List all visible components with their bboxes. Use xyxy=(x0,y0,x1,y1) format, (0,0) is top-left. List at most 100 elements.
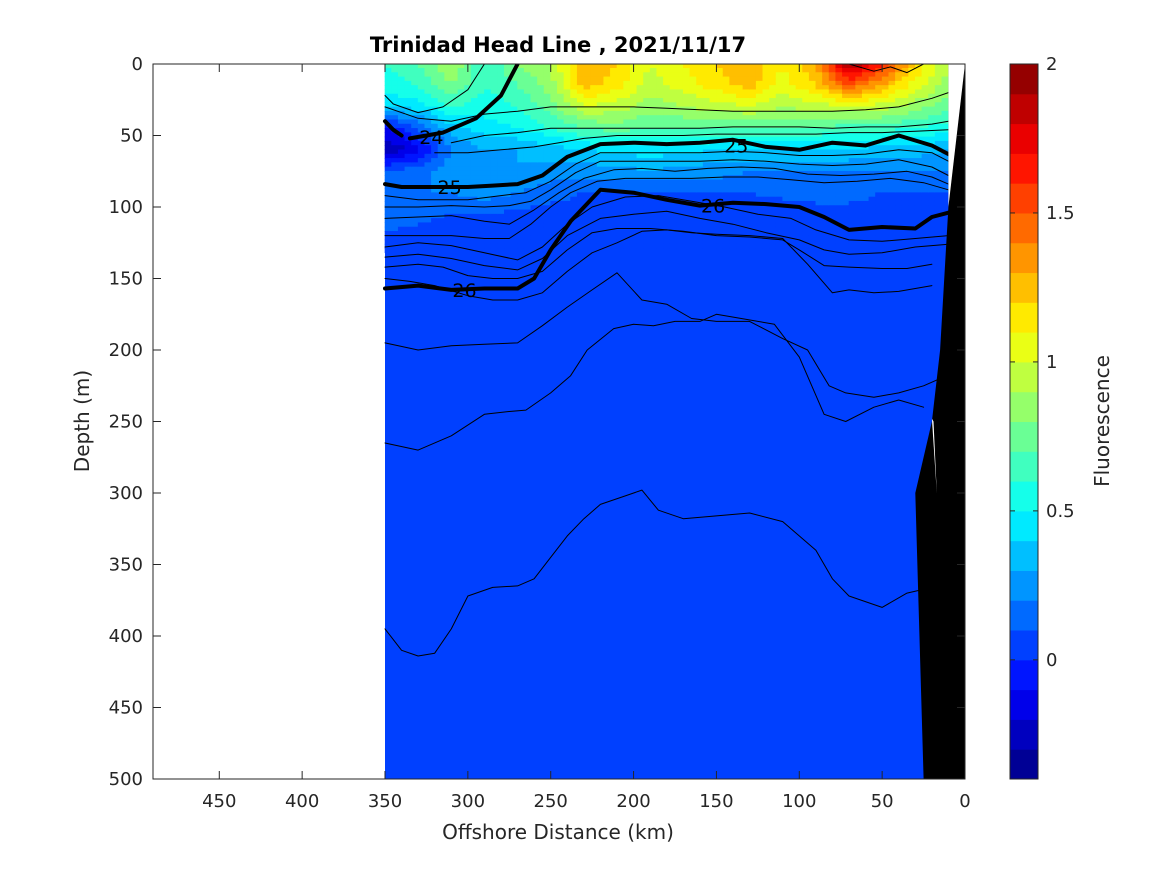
field-cell xyxy=(742,98,750,103)
field-cell xyxy=(517,213,525,219)
field-cell xyxy=(557,140,565,146)
field-cell xyxy=(583,106,591,112)
field-cell xyxy=(424,235,432,241)
field-cell xyxy=(470,170,479,176)
field-cell xyxy=(583,209,591,215)
field-cell xyxy=(663,231,671,236)
field-cell xyxy=(616,76,624,82)
field-cell xyxy=(557,183,565,189)
field-cell xyxy=(431,162,439,168)
field-cell xyxy=(861,76,870,82)
field-cell xyxy=(755,175,764,181)
field-cell xyxy=(510,248,518,254)
field-cell xyxy=(596,192,605,198)
field-cell xyxy=(888,166,896,172)
field-cell xyxy=(742,213,750,219)
field-cell xyxy=(742,106,750,112)
field-cell xyxy=(908,166,916,172)
field-cell xyxy=(941,93,949,99)
field-cell xyxy=(610,196,618,202)
field-cell xyxy=(543,85,552,91)
field-cell xyxy=(530,136,538,142)
field-cell xyxy=(842,166,850,172)
field-cell xyxy=(557,132,565,138)
field-cell xyxy=(775,132,784,138)
field-cell xyxy=(457,136,465,142)
field-cell xyxy=(855,119,863,125)
field-cell xyxy=(497,110,505,116)
field-cell xyxy=(583,149,591,155)
field-cell xyxy=(417,128,426,133)
field-cell xyxy=(411,153,419,159)
field-cell xyxy=(828,188,837,193)
field-cell xyxy=(775,106,784,112)
field-cell xyxy=(729,132,737,138)
field-cell xyxy=(716,196,724,202)
field-cell xyxy=(689,170,697,176)
field-cell xyxy=(842,132,850,138)
field-cell xyxy=(722,93,730,99)
field-cell xyxy=(523,93,532,99)
field-cell xyxy=(815,149,823,155)
field-cell xyxy=(444,64,452,69)
x-axis-ticks: 450 400 350 300 250 200 150 100 50 0 xyxy=(202,64,971,812)
field-cell xyxy=(921,175,929,181)
field-cell xyxy=(543,119,552,125)
colorbar-segment xyxy=(1010,421,1038,452)
field-cell xyxy=(470,72,479,78)
field-cell xyxy=(941,196,949,202)
field-cell xyxy=(643,67,651,73)
field-cell xyxy=(861,213,870,219)
field-cell xyxy=(881,213,890,219)
field-cell xyxy=(576,213,585,219)
field-cell xyxy=(689,188,697,193)
field-cell xyxy=(769,136,777,142)
field-cell xyxy=(696,179,704,185)
field-cell xyxy=(397,67,406,73)
field-cell xyxy=(815,136,823,142)
field-cell xyxy=(484,98,492,103)
field-cell xyxy=(749,102,757,108)
field-cell xyxy=(636,110,644,116)
field-cell xyxy=(835,226,843,232)
field-cell xyxy=(616,64,624,69)
field-cell xyxy=(444,213,452,219)
field-cell xyxy=(722,72,730,78)
field-cell xyxy=(941,145,949,151)
field-cell xyxy=(424,89,432,95)
field-cell xyxy=(895,192,903,198)
field-cell xyxy=(490,145,498,151)
field-cell xyxy=(835,218,843,224)
field-cell xyxy=(822,106,830,112)
field-cell xyxy=(663,183,671,189)
colorbar-segment xyxy=(1010,540,1038,571)
field-cell xyxy=(404,209,412,215)
field-cell xyxy=(537,192,545,198)
field-cell xyxy=(689,218,697,224)
field-cell xyxy=(457,175,465,181)
field-cell xyxy=(543,243,552,249)
field-cell xyxy=(742,85,750,91)
field-cell xyxy=(517,136,525,142)
field-cell xyxy=(649,123,658,129)
field-cell xyxy=(861,64,870,69)
field-cell xyxy=(742,115,750,121)
field-cell xyxy=(636,179,644,185)
field-cell xyxy=(504,153,512,159)
field-cell xyxy=(636,248,644,254)
field-cell xyxy=(656,205,664,211)
field-cell xyxy=(570,166,578,172)
field-cell xyxy=(742,248,750,254)
field-cell xyxy=(934,102,943,108)
field-cell xyxy=(789,85,797,91)
field-cell xyxy=(775,183,784,189)
field-cell xyxy=(603,106,611,112)
field-cell xyxy=(557,80,565,86)
field-cell xyxy=(934,170,943,176)
field-cell xyxy=(437,145,445,151)
field-cell xyxy=(603,72,611,78)
field-cell xyxy=(736,183,744,189)
field-cell xyxy=(941,106,949,112)
field-cell xyxy=(842,85,850,91)
field-cell xyxy=(590,140,598,146)
